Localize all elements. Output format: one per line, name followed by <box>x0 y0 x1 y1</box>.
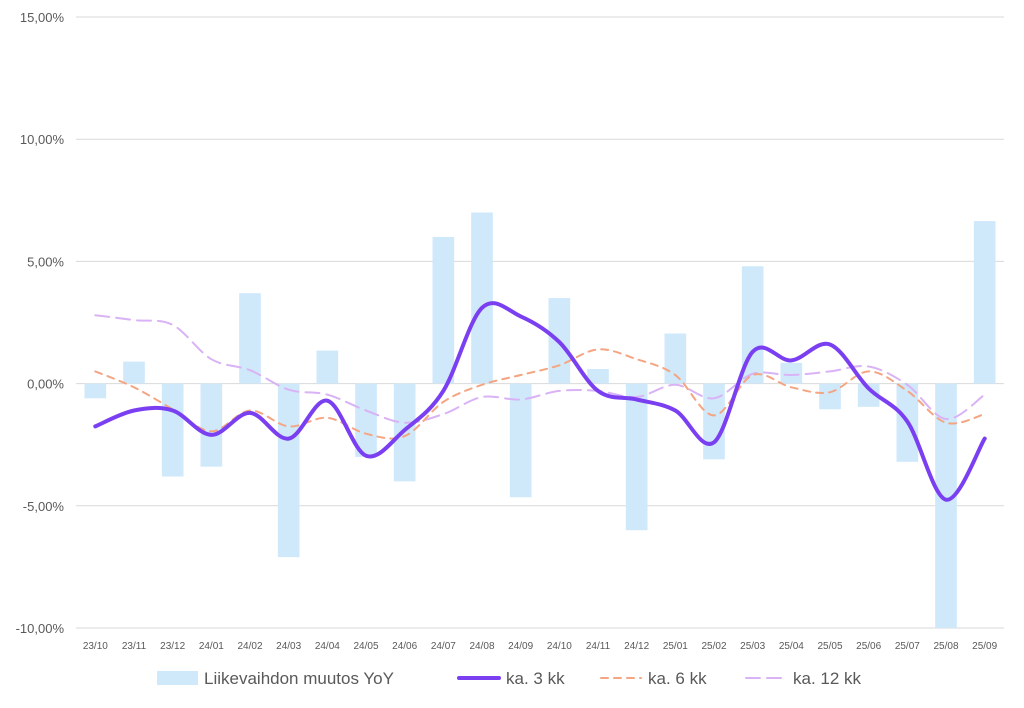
bar <box>780 362 803 384</box>
bar <box>819 383 841 410</box>
x-tick-label: 25/05 <box>817 641 842 652</box>
bar <box>509 383 532 498</box>
bar <box>200 383 223 467</box>
gridlines <box>76 16 1004 629</box>
bar <box>625 383 648 531</box>
bar <box>857 383 880 407</box>
x-tick-label: 24/03 <box>276 641 301 652</box>
bar <box>84 383 107 399</box>
x-tick-label: 25/03 <box>740 641 765 652</box>
x-tick-label: 24/09 <box>508 641 533 652</box>
y-tick-label: 10,00% <box>20 132 65 147</box>
legend-label: Liikevaihdon muutos YoY <box>204 669 394 688</box>
x-axis-tick-labels: 23/10 23/11 23/12 24/01 24/02 24/03 24/04 24/05… <box>83 641 998 652</box>
x-tick-label: 25/07 <box>895 641 920 652</box>
line-series <box>93 301 987 502</box>
bar <box>703 383 725 460</box>
x-tick-label: 24/06 <box>392 641 417 652</box>
x-tick-label: 24/10 <box>547 641 572 652</box>
x-tick-label: 23/12 <box>160 641 185 652</box>
x-tick-label: 24/02 <box>237 641 262 652</box>
bar-series <box>84 212 996 628</box>
x-tick-label: 25/08 <box>933 641 958 652</box>
x-tick-label: 24/07 <box>431 641 456 652</box>
bar <box>161 383 184 477</box>
x-tick-label: 25/04 <box>779 641 804 652</box>
bar <box>123 361 145 384</box>
y-tick-label: -5,00% <box>23 499 65 514</box>
x-tick-label: 24/05 <box>353 641 378 652</box>
x-tick-label: 25/09 <box>972 641 997 652</box>
y-axis-tick-labels: 15,00% 10,00% 5,00% 0,00% -5,00% -10,00% <box>16 10 65 636</box>
legend-label: ka. 6 kk <box>648 669 707 688</box>
x-tick-label: 24/01 <box>199 641 224 652</box>
line-ka-3-kk <box>93 301 987 502</box>
x-tick-label: 25/02 <box>701 641 726 652</box>
legend: Liikevaihdon muutos YoY ka. 3 kk ka. 6 kk k… <box>157 669 862 688</box>
y-tick-label: -10,00% <box>16 621 65 636</box>
x-tick-label: 24/12 <box>624 641 649 652</box>
x-tick-label: 24/08 <box>469 641 494 652</box>
bar <box>355 383 377 457</box>
x-tick-label: 24/11 <box>586 641 611 652</box>
x-tick-label: 25/01 <box>663 641 688 652</box>
bar <box>277 383 300 558</box>
bar <box>935 383 957 628</box>
x-tick-label: 25/06 <box>856 641 881 652</box>
x-tick-label: 24/04 <box>315 641 340 652</box>
bar <box>587 368 609 384</box>
bar <box>973 221 996 384</box>
x-tick-label: 23/11 <box>122 641 147 652</box>
y-tick-label: 5,00% <box>27 254 64 269</box>
legend-swatch-bar <box>157 671 198 685</box>
y-tick-label: 15,00% <box>20 10 65 25</box>
bar <box>432 236 455 384</box>
bar <box>741 266 764 384</box>
x-tick-label: 23/10 <box>83 641 108 652</box>
bar <box>471 212 493 384</box>
y-tick-label: 0,00% <box>27 377 64 392</box>
line-ka-12-kk <box>94 314 986 424</box>
legend-label: ka. 3 kk <box>506 669 565 688</box>
bar <box>239 293 261 384</box>
legend-label: ka. 12 kk <box>793 669 862 688</box>
bar <box>316 350 339 384</box>
